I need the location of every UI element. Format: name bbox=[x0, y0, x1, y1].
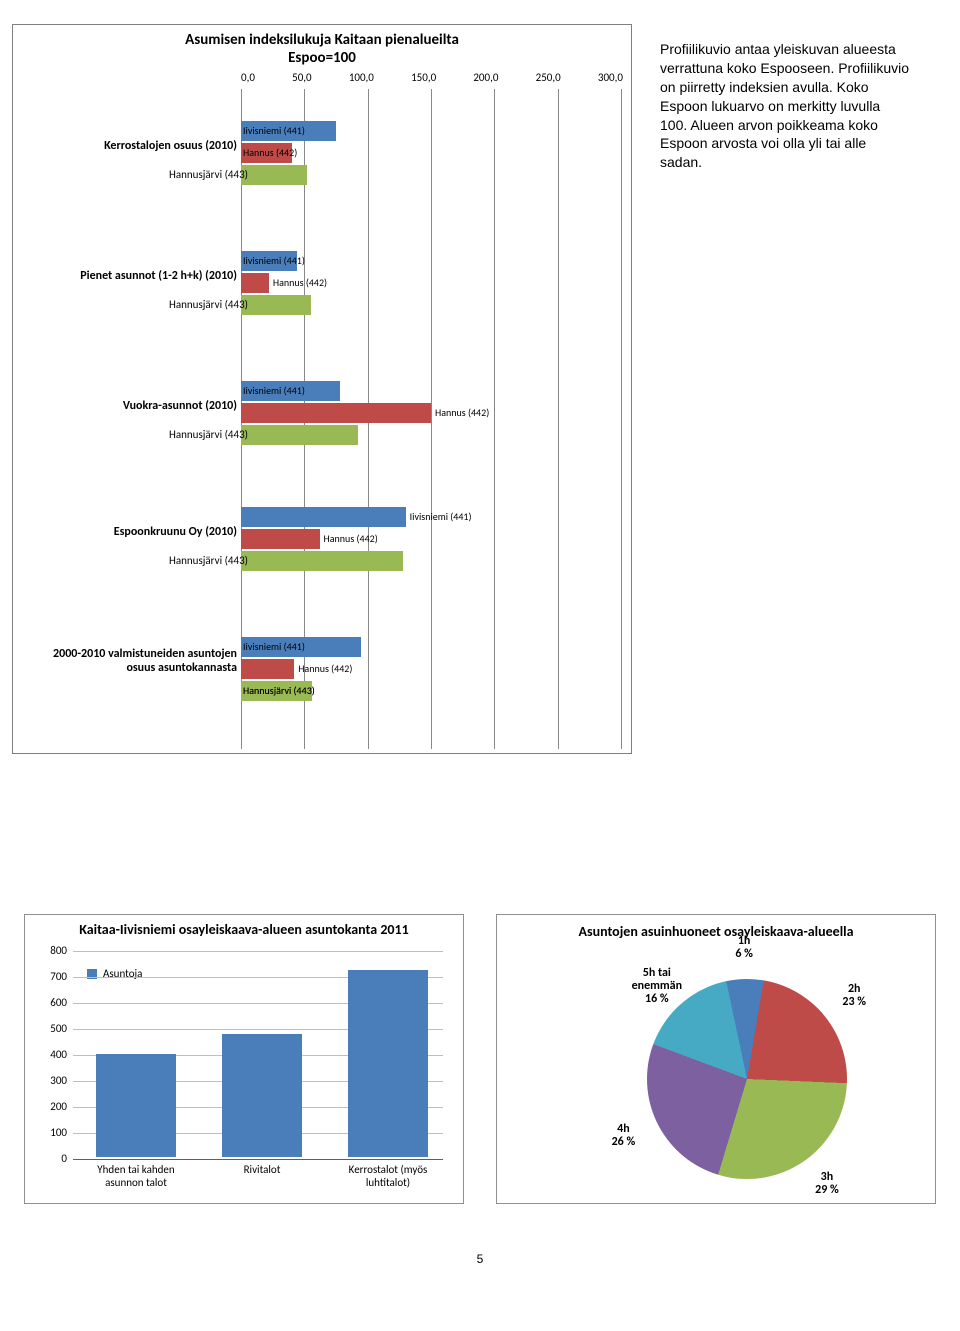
index-chart: Asumisen indeksilukuja Kaitaan pienaluei… bbox=[12, 24, 632, 754]
index-bar-series-label: Hannusjärvi (443) bbox=[243, 684, 315, 697]
index-bar bbox=[241, 659, 294, 679]
index-bar bbox=[241, 529, 320, 549]
index-bar bbox=[241, 273, 269, 293]
index-bar bbox=[241, 425, 358, 445]
barchart-xlabel: Kerrostalot (myös luhtitalot) bbox=[333, 1163, 443, 1189]
barchart-ylabel: 800 bbox=[27, 944, 67, 957]
index-bar-series-label: Iivisniemi (441) bbox=[243, 124, 305, 137]
index-bar-series-label: Hannus (442) bbox=[435, 406, 489, 419]
pie-slice-label: 2h23 % bbox=[814, 983, 894, 1009]
barchart-bar bbox=[96, 1054, 176, 1157]
barchart-ylabel: 700 bbox=[27, 970, 67, 983]
index-bar-series-label: Hannus (442) bbox=[273, 276, 327, 289]
barchart-title: Kaitaa-Iivisniemi osayleiskaava-alueen a… bbox=[25, 915, 463, 938]
index-chart-subtitle: Espoo=100 bbox=[21, 49, 623, 67]
barchart-ylabel: 300 bbox=[27, 1074, 67, 1087]
barchart-bar bbox=[348, 970, 428, 1157]
index-bar-series-label: Iivisniemi (441) bbox=[243, 640, 305, 653]
pie-slice-label: 3h29 % bbox=[787, 1171, 867, 1197]
index-bar bbox=[241, 165, 307, 185]
index-bar bbox=[241, 295, 311, 315]
pie-slice-label: 4h26 % bbox=[583, 1123, 663, 1149]
index-bar-series-label: Iivisniemi (441) bbox=[243, 384, 305, 397]
index-group-label: Espoonkruunu Oy (2010) bbox=[114, 525, 237, 539]
top-row: Asumisen indeksilukuja Kaitaan pienaluei… bbox=[12, 24, 948, 754]
pie-slice-label: 5h tai enemmän16 % bbox=[617, 967, 697, 1007]
index-group-label: 2000-2010 valmistuneiden asuntojenosuus … bbox=[53, 647, 237, 675]
rooms-pie-chart: Asuntojen asuinhuoneet osayleiskaava-alu… bbox=[496, 914, 936, 1204]
barchart-ylabel: 500 bbox=[27, 1022, 67, 1035]
index-bar-series-label: Hannus (442) bbox=[243, 146, 297, 159]
description-text: Profiilikuvio antaa yleiskuvan alueesta … bbox=[660, 24, 920, 754]
index-bar bbox=[241, 403, 431, 423]
bottom-row: Kaitaa-Iivisniemi osayleiskaava-alueen a… bbox=[12, 914, 948, 1244]
barchart-plot: 0100200300400500600700800Yhden tai kahde… bbox=[73, 951, 443, 1157]
index-bar-series-label: Hannusjärvi (443) bbox=[169, 428, 237, 441]
index-bar bbox=[241, 551, 403, 571]
barchart-ylabel: 400 bbox=[27, 1048, 67, 1061]
index-bar-series-label: Hannusjärvi (443) bbox=[169, 298, 237, 311]
index-bar bbox=[241, 507, 406, 527]
barchart-ylabel: 200 bbox=[27, 1100, 67, 1113]
index-group-label: Kerrostalojen osuus (2010) bbox=[104, 139, 237, 153]
housing-stock-barchart: Kaitaa-Iivisniemi osayleiskaava-alueen a… bbox=[24, 914, 464, 1204]
index-bar-series-label: Hannusjärvi (443) bbox=[169, 554, 237, 567]
index-bar-series-label: Iivisniemi (441) bbox=[243, 254, 305, 267]
page: Asumisen indeksilukuja Kaitaan pienaluei… bbox=[0, 0, 960, 1280]
barchart-ylabel: 600 bbox=[27, 996, 67, 1009]
index-chart-plot: Iivisniemi (441) Hannus (442) Kerrostaloje… bbox=[21, 89, 623, 749]
barchart-ylabel: 100 bbox=[27, 1126, 67, 1139]
barchart-xlabel: Yhden tai kahden asunnon talot bbox=[81, 1163, 191, 1189]
index-group-label: Pienet asunnot (1-2 h+k) (2010) bbox=[80, 269, 237, 283]
pie-slice-label: 1h6 % bbox=[704, 935, 784, 961]
index-bar-series-label: Hannus (442) bbox=[324, 532, 378, 545]
x-axis-ticks: 0,050,0100,0150,0200,0250,0300,0 bbox=[241, 71, 623, 89]
barchart-bar bbox=[222, 1034, 302, 1158]
index-bar-series-label: Hannus (442) bbox=[298, 662, 352, 675]
page-number: 5 bbox=[12, 1244, 948, 1280]
index-bar-series-label: Hannusjärvi (443) bbox=[169, 168, 237, 181]
index-chart-title: Asumisen indeksilukuja Kaitaan pienaluei… bbox=[21, 31, 623, 49]
pie-plot: 1h6 %2h23 %3h29 %4h26 %5h tai enemmän16 … bbox=[497, 947, 935, 1203]
barchart-ylabel: 0 bbox=[27, 1152, 67, 1165]
index-bar-series-label: Iivisniemi (441) bbox=[410, 510, 472, 523]
index-group-label: Vuokra-asunnot (2010) bbox=[123, 399, 237, 413]
barchart-xlabel: Rivitalot bbox=[207, 1163, 317, 1176]
